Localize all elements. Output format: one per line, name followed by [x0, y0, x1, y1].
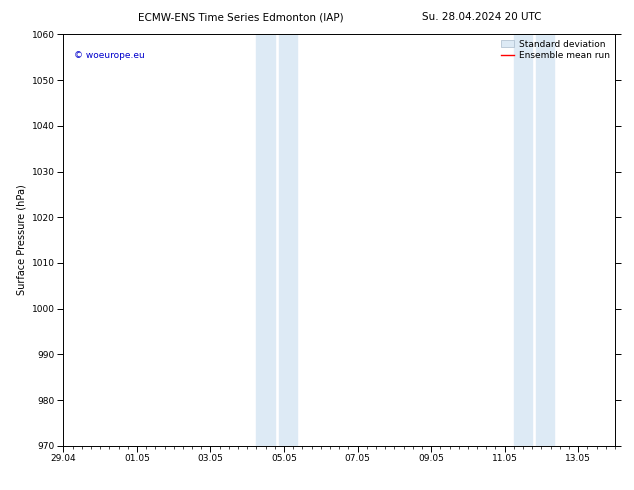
Text: Su. 28.04.2024 20 UTC: Su. 28.04.2024 20 UTC	[422, 12, 541, 22]
Text: © woeurope.eu: © woeurope.eu	[74, 51, 145, 60]
Legend: Standard deviation, Ensemble mean run: Standard deviation, Ensemble mean run	[497, 36, 613, 64]
Bar	[514, 34, 533, 446]
Bar	[256, 34, 275, 446]
Y-axis label: Surface Pressure (hPa): Surface Pressure (hPa)	[16, 185, 27, 295]
Bar	[278, 34, 297, 446]
Bar	[536, 34, 554, 446]
Text: ECMW-ENS Time Series Edmonton (IAP): ECMW-ENS Time Series Edmonton (IAP)	[138, 12, 344, 22]
